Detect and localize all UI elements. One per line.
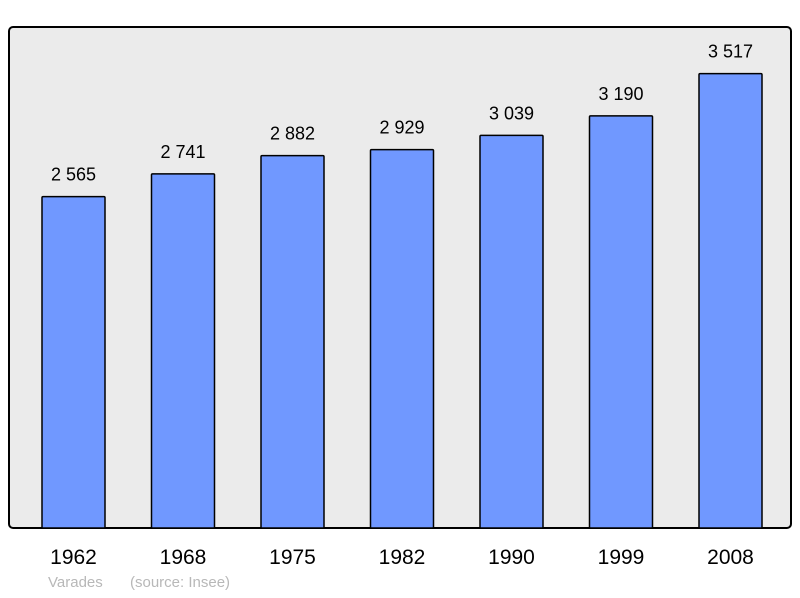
x-tick-1990: 1990 bbox=[488, 546, 535, 569]
bar-1968 bbox=[150, 173, 216, 529]
value-label-1990: 3 039 bbox=[489, 103, 534, 123]
x-tick-1962: 1962 bbox=[50, 546, 97, 569]
value-label-1999: 3 190 bbox=[598, 84, 643, 104]
bar-2008 bbox=[698, 72, 763, 529]
bar-1982 bbox=[369, 148, 435, 529]
value-label-1975: 2 882 bbox=[270, 124, 315, 144]
source-label: (source: Insee) bbox=[130, 574, 231, 591]
value-label-1982: 2 929 bbox=[379, 118, 424, 138]
place-label: Varades bbox=[48, 574, 103, 591]
x-tick-1975: 1975 bbox=[269, 546, 316, 569]
bar-1999 bbox=[588, 115, 654, 529]
value-label-1968: 2 741 bbox=[160, 142, 205, 162]
value-label-2008: 3 517 bbox=[708, 42, 753, 62]
bar-1990 bbox=[479, 134, 544, 529]
value-label-1962: 2 565 bbox=[51, 165, 96, 185]
bar-1962 bbox=[41, 195, 106, 529]
x-tick-1999: 1999 bbox=[598, 546, 645, 569]
x-tick-1968: 1968 bbox=[160, 546, 207, 569]
x-tick-2008: 2008 bbox=[707, 546, 754, 569]
bar-1975 bbox=[260, 154, 325, 529]
x-tick-1982: 1982 bbox=[379, 546, 426, 569]
